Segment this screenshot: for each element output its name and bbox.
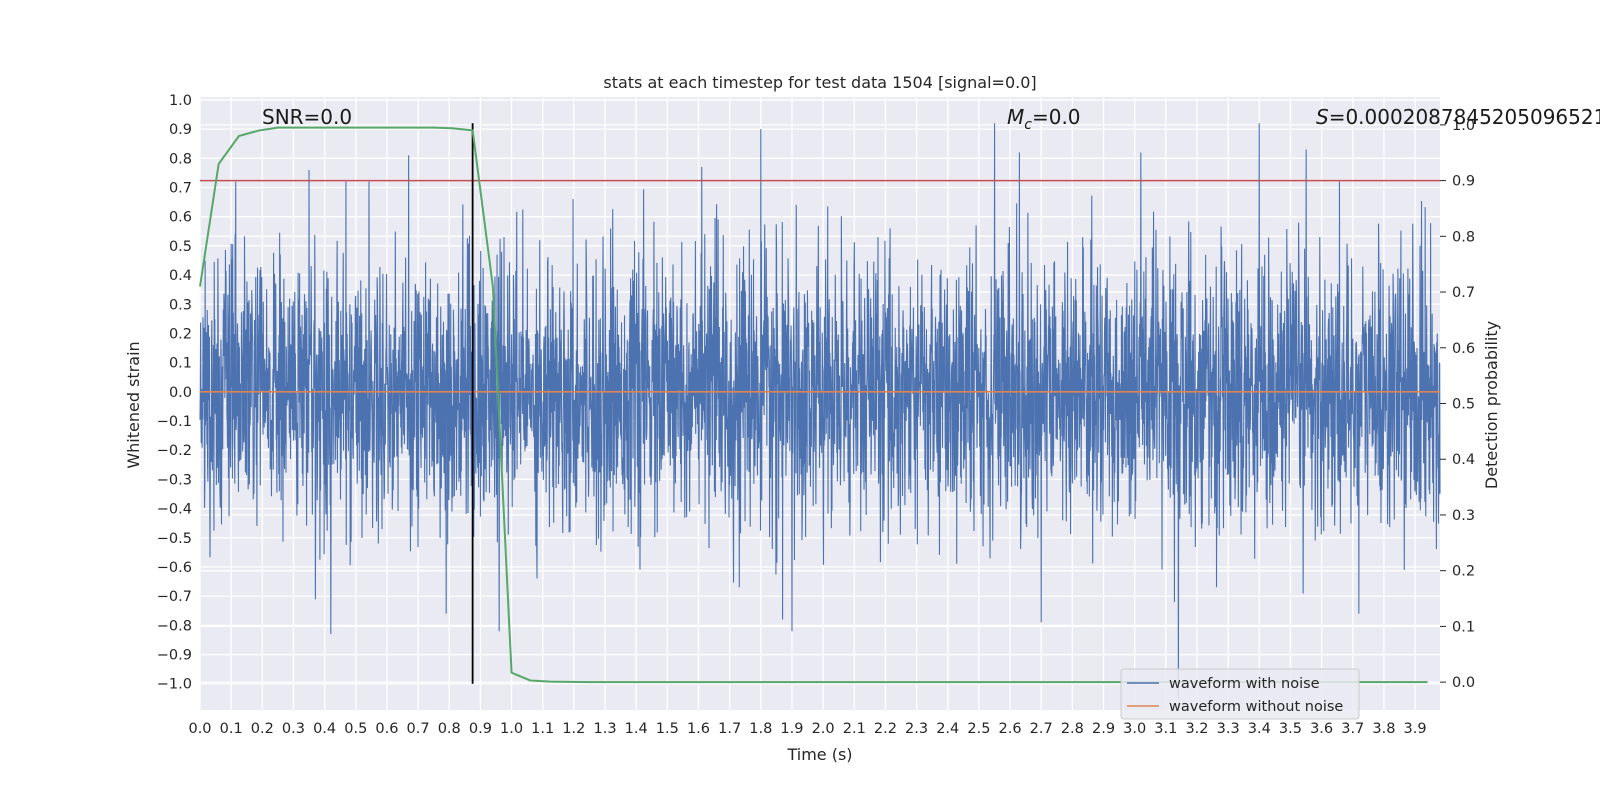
y2-tick-label: 0.3	[1452, 508, 1475, 524]
x-tick-label: 1.5	[656, 721, 679, 737]
y2-axis-ticks: 1.0 0.9 0.8 0.7 0.6 0.5 0.4 0.3 0.2 0.1 0.0	[1440, 118, 1475, 691]
x-tick-label: 3.8	[1372, 721, 1395, 737]
legend: waveform with noise waveform without noi…	[1120, 668, 1360, 720]
y-axis-label: Whitened strain	[124, 341, 143, 468]
y2-tick-label: 0.9	[1452, 174, 1475, 190]
y-tick-label: 0.0	[169, 385, 192, 401]
x-tick-label: 3.1	[1154, 721, 1177, 737]
x-tick-label: 1.8	[749, 721, 772, 737]
s-value: =0.00020878452050965214	[1329, 105, 1600, 129]
legend-label-noise: waveform with noise	[1169, 676, 1320, 692]
y-tick-label: 0.6	[169, 210, 192, 226]
x-tick-label: 1.4	[625, 721, 648, 737]
x-tick-label: 2.1	[843, 721, 866, 737]
y2-tick-label: 1.0	[1452, 118, 1475, 134]
y2-tick-label: 0.7	[1452, 285, 1475, 301]
mc-value: =0.0	[1032, 105, 1081, 129]
x-tick-label: 2.8	[1061, 721, 1084, 737]
legend-box	[1120, 668, 1360, 720]
series-waveform-with-noise	[199, 123, 1441, 699]
y-tick-label: −0.4	[157, 502, 192, 518]
y2-tick-label: 0.8	[1452, 229, 1475, 245]
y-tick-label: −0.6	[157, 560, 192, 576]
x-tick-label: 0.6	[375, 721, 398, 737]
y-tick-label: −0.8	[157, 618, 192, 634]
x-tick-label: 1.3	[593, 721, 616, 737]
x-tick-label: 0.4	[313, 721, 336, 737]
series-detection-probability	[199, 126, 1428, 684]
y-tick-label: 0.1	[169, 356, 192, 372]
grid-lines	[199, 97, 1440, 710]
data-series-layer	[199, 123, 1441, 699]
y-tick-label: −0.7	[157, 589, 192, 605]
y2-tick-label: 0.2	[1452, 564, 1475, 580]
y2-tick-label: 0.4	[1452, 452, 1475, 468]
x-tick-label: 0.5	[344, 721, 367, 737]
legend-label-clean: waveform without noise	[1169, 699, 1343, 715]
x-tick-label: 1.7	[718, 721, 741, 737]
x-tick-label: 0.1	[220, 721, 243, 737]
y-tick-label: 0.7	[169, 180, 192, 196]
x-axis-ticks: 0.0 0.1 0.2 0.3 0.4 0.5 0.6 0.7 0.8 0.9 1.0 1.1 1.2 1…	[188, 721, 1426, 737]
x-tick-label: 0.0	[188, 721, 211, 737]
x-tick-label: 3.4	[1248, 721, 1271, 737]
y-tick-label: −0.3	[157, 472, 192, 488]
x-tick-label: 2.9	[1092, 721, 1115, 737]
s-symbol: S	[1316, 105, 1329, 129]
x-tick-label: 0.8	[438, 721, 461, 737]
x-tick-label: 1.9	[780, 721, 803, 737]
x-tick-label: 2.7	[1030, 721, 1053, 737]
y-tick-label: −0.5	[157, 531, 192, 547]
y-tick-label: 0.8	[169, 151, 192, 167]
snr-annotation: SNR=0.0	[262, 105, 352, 129]
y2-tick-label: 0.6	[1452, 341, 1475, 357]
y-tick-label: −0.2	[157, 443, 192, 459]
mc-subscript: c	[1024, 117, 1032, 133]
y-tick-label: −1.0	[157, 677, 192, 693]
y2-tick-label: 0.1	[1452, 619, 1475, 635]
y2-tick-label: 0.0	[1452, 675, 1475, 691]
x-tick-label: 1.0	[500, 721, 523, 737]
x-tick-label: 2.5	[967, 721, 990, 737]
x-tick-label: 3.6	[1310, 721, 1333, 737]
y-tick-label: −0.9	[157, 648, 192, 664]
x-tick-label: 3.5	[1279, 721, 1302, 737]
x-tick-label: 3.9	[1404, 721, 1427, 737]
x-tick-label: 0.7	[407, 721, 430, 737]
x-tick-label: 1.6	[687, 721, 710, 737]
s-annotation: S=0.00020878452050965214	[1316, 105, 1600, 129]
x-tick-label: 2.4	[936, 721, 959, 737]
x-tick-label: 2.0	[812, 721, 835, 737]
y-tick-label: 0.4	[169, 268, 192, 284]
y-tick-label: 0.2	[169, 326, 192, 342]
x-tick-label: 0.3	[282, 721, 305, 737]
y2-axis-label: Detection probability	[1482, 321, 1501, 489]
y-tick-label: 0.9	[169, 122, 192, 138]
y-axis-ticks: 1.0 0.9 0.8 0.7 0.6 0.5 0.4 0.3 0.2 0.1 0.0 −0.1 −0.…	[157, 93, 192, 693]
y2-tick-label: 0.5	[1452, 397, 1475, 413]
y-tick-label: 1.0	[169, 93, 192, 109]
y-tick-label: 0.5	[169, 239, 192, 255]
x-tick-label: 2.2	[874, 721, 897, 737]
x-tick-label: 3.0	[1123, 721, 1146, 737]
x-tick-label: 3.2	[1185, 721, 1208, 737]
x-tick-label: 1.1	[531, 721, 554, 737]
x-tick-label: 1.2	[562, 721, 585, 737]
mc-annotation: Mc=0.0	[1007, 105, 1081, 133]
x-axis-label: Time (s)	[786, 745, 852, 764]
x-tick-label: 0.2	[251, 721, 274, 737]
x-tick-label: 2.6	[999, 721, 1022, 737]
y-tick-label: −0.1	[157, 414, 192, 430]
chart-title: stats at each timestep for test data 150…	[603, 73, 1036, 92]
x-tick-label: 3.7	[1341, 721, 1364, 737]
mc-symbol: M	[1007, 105, 1024, 129]
x-tick-label: 3.3	[1217, 721, 1240, 737]
y-tick-label: 0.3	[169, 297, 192, 313]
x-tick-label: 2.3	[905, 721, 928, 737]
x-tick-label: 0.9	[469, 721, 492, 737]
